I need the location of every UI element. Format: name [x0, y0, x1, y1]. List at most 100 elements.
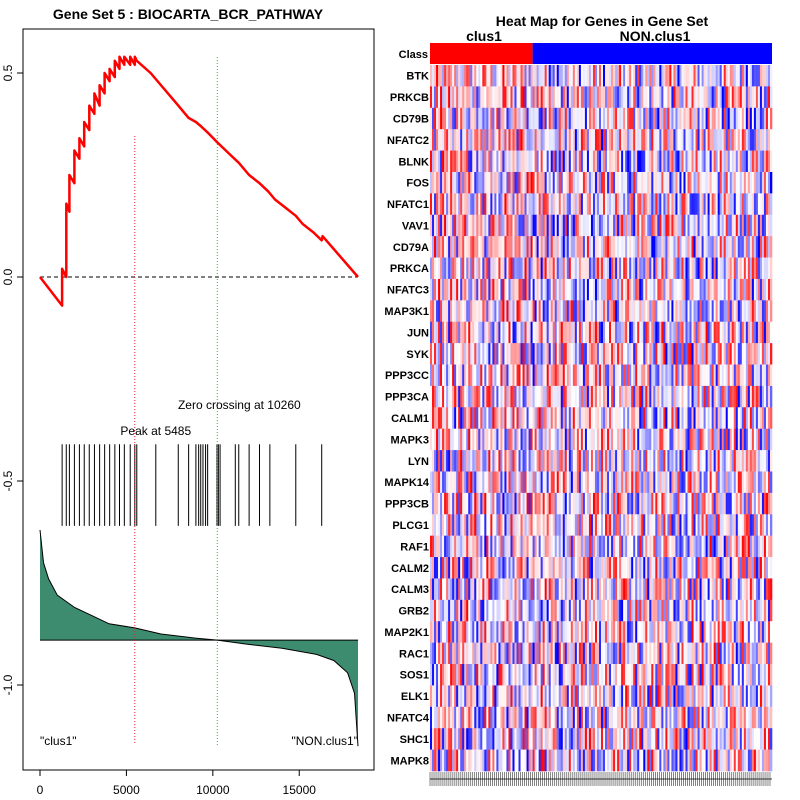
heatmap-cell [673, 535, 676, 558]
heatmap-cell [574, 107, 578, 130]
heatmap-cell [733, 471, 737, 494]
heatmap-cell [727, 257, 731, 280]
heatmap-cell [472, 278, 475, 301]
heatmap-cell [570, 278, 574, 301]
heatmap-cell [719, 86, 722, 109]
heatmap-cell [731, 514, 735, 536]
heatmap-cell [464, 321, 467, 344]
heatmap-cell [609, 621, 612, 643]
heatmap-cell [703, 621, 706, 643]
heatmap-cell [582, 514, 586, 536]
heatmap-cell [574, 257, 578, 280]
heatmap-cell [669, 107, 672, 130]
heatmap-cell [641, 407, 644, 429]
heatmap-cell [578, 343, 582, 365]
heatmap-cell [506, 107, 509, 130]
heatmap-cell [558, 193, 562, 216]
heatmap-cell [536, 65, 539, 87]
heatmap-cell [540, 621, 543, 643]
heatmap-cell [468, 257, 471, 280]
heatmap-cell [452, 407, 455, 429]
heatmap-cell [613, 364, 616, 387]
heatmap-cell [536, 343, 539, 365]
heatmap-cell [643, 450, 646, 472]
heatmap-cell [677, 385, 680, 408]
heatmap-cell [723, 535, 727, 558]
heatmap-cell [671, 385, 674, 408]
heatmap-cell [540, 278, 543, 301]
heatmap-cell [667, 257, 670, 280]
heatmap-cell [679, 621, 682, 643]
heatmap-cell [564, 257, 568, 280]
heatmap-cell [629, 150, 632, 173]
heatmap-cell [528, 193, 531, 216]
heatmap-cell [464, 129, 467, 151]
heatmap-cell [613, 407, 616, 429]
heatmap-cell [472, 171, 475, 194]
heatmap-cell [655, 65, 658, 87]
heatmap-cell [528, 343, 531, 365]
heatmap-cell [761, 514, 765, 536]
heatmap-cell [430, 129, 433, 151]
heatmap-cell [470, 171, 473, 194]
heatmap-cell [478, 150, 481, 173]
heatmap-cell [562, 278, 566, 301]
heatmap-cell [590, 621, 594, 643]
heatmap-cell [574, 450, 578, 472]
heatmap-cell [556, 214, 560, 237]
heatmap-cell [755, 193, 759, 216]
heatmap-cell [751, 321, 755, 344]
heatmap-cell [605, 364, 608, 387]
heatmap-cell [709, 578, 712, 601]
heatmap-cell [689, 621, 692, 643]
heatmap-cell [749, 428, 753, 451]
heatmap-cell [705, 535, 708, 558]
heatmap-cell [715, 642, 718, 665]
heatmap-cell [460, 150, 463, 173]
heatmap-cell [701, 86, 704, 109]
heatmap-cell [484, 471, 487, 494]
heatmap-cell [494, 236, 497, 258]
heatmap-cell [504, 621, 507, 643]
heatmap-cell [528, 65, 531, 87]
heatmap-cell [590, 664, 594, 686]
heatmap-cell [603, 535, 606, 558]
heatmap-cell [645, 642, 648, 665]
heatmap-cell [615, 599, 618, 622]
heatmap-cell [707, 193, 710, 216]
heatmap-cell [462, 428, 465, 451]
heatmap-cell [580, 642, 584, 665]
heatmap-cell [763, 278, 767, 301]
heatmap-cell [434, 535, 437, 558]
heatmap-cell [536, 642, 539, 665]
heatmap-cell [721, 664, 725, 686]
heatmap-cell [532, 107, 535, 130]
heatmap-cell [518, 450, 521, 472]
heatmap-cell [717, 664, 720, 686]
heatmap-cell [645, 257, 648, 280]
heatmap-cell [508, 193, 511, 216]
heatmap-cell [514, 407, 517, 429]
heatmap-cell [629, 642, 632, 665]
heatmap-cell [490, 492, 493, 515]
heatmap-cell [769, 642, 773, 665]
heatmap-cell [753, 578, 757, 601]
heatmap-cell [588, 129, 592, 151]
heatmap-cell [639, 471, 642, 494]
heatmap-cell [566, 664, 570, 686]
heatmap-cell [721, 514, 725, 536]
heatmap-cell [715, 407, 718, 429]
heatmap-cell [711, 492, 714, 515]
heatmap-cell [572, 621, 576, 643]
heatmap-cell [500, 321, 503, 344]
heatmap-cell [629, 129, 632, 151]
heatmap-title: Heat Map for Genes in Gene Set [496, 13, 709, 29]
heatmap-cell [472, 321, 475, 344]
heatmap-cell [510, 578, 513, 601]
heatmap-cell [498, 407, 501, 429]
heatmap-cell [490, 65, 493, 87]
heatmap-cell [520, 621, 523, 643]
heatmap-cell [663, 428, 666, 451]
heatmap-cell [603, 214, 606, 237]
heatmap-cell [568, 428, 572, 451]
